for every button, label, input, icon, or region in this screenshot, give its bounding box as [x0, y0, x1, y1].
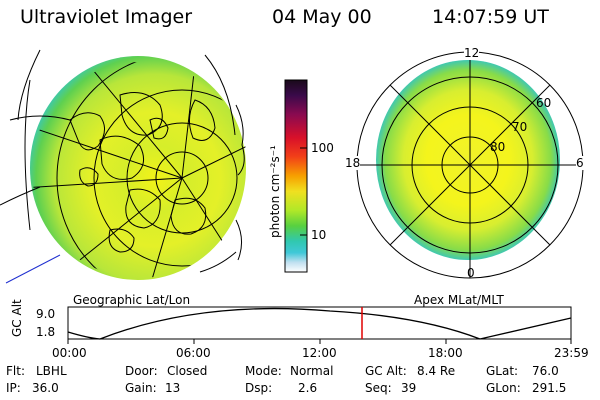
- geographic-caption: Geographic Lat/Lon: [73, 293, 191, 307]
- filter-label: Flt:: [6, 364, 25, 378]
- mlt-label-18: 18: [345, 156, 361, 170]
- filter-value: LBHL: [36, 364, 67, 378]
- altitude-xtick-4: 23:59: [554, 346, 589, 360]
- altitude-ytick-min: 1.8: [36, 325, 56, 339]
- gc-alt-value: 8.4 Re: [417, 364, 456, 378]
- glat-label: GLat:: [486, 364, 519, 378]
- gain-label: Gain:: [125, 381, 157, 395]
- door-label: Door:: [125, 364, 158, 378]
- mlt-label-6: 6: [576, 156, 584, 170]
- gain-value: 13: [165, 381, 181, 395]
- mode-value: Normal: [290, 364, 334, 378]
- mlat-label-70: 70: [512, 120, 528, 134]
- glat-value: 76.0: [532, 364, 559, 378]
- mlt-label-0: 0: [467, 266, 475, 280]
- altitude-plot: [67, 306, 572, 344]
- mode-label: Mode:: [245, 364, 282, 378]
- mlt-label-12: 12: [464, 46, 480, 60]
- instrument-title: Ultraviolet Imager: [20, 6, 193, 28]
- magnetic-caption: Apex MLat/MLT: [414, 293, 504, 307]
- colorbar-label-100: 100: [311, 141, 334, 155]
- altitude-xtick-3: 18:00: [428, 346, 463, 360]
- dsp-value: 2.6: [298, 381, 318, 395]
- ip-label: IP:: [6, 381, 21, 395]
- mlat-label-60: 60: [536, 96, 552, 110]
- magnetic-image: [356, 51, 584, 279]
- altitude-xtick-0: 00:00: [52, 346, 87, 360]
- colorbar-unit-label: photon cm⁻²s⁻¹: [268, 145, 282, 238]
- glon-label: GLon:: [486, 381, 521, 395]
- geographic-image: [0, 49, 248, 284]
- altitude-xtick-2: 12:00: [302, 346, 337, 360]
- colorbar: [284, 79, 308, 273]
- gc-alt-label: GC Alt:: [365, 364, 407, 378]
- mlat-label-80: 80: [490, 140, 506, 154]
- altitude-xtick-1: 06:00: [176, 346, 211, 360]
- glon-value: 291.5: [532, 381, 567, 395]
- observation-time: 14:07:59 UT: [432, 6, 549, 28]
- ip-value: 36.0: [32, 381, 59, 395]
- seq-value: 39: [401, 381, 417, 395]
- altitude-ylabel: GC Alt: [10, 299, 24, 337]
- altitude-ytick-max: 9.0: [36, 307, 56, 321]
- door-value: Closed: [167, 364, 208, 378]
- seq-label: Seq:: [365, 381, 392, 395]
- colorbar-label-10: 10: [311, 228, 327, 242]
- observation-date: 04 May 00: [272, 6, 372, 28]
- dsp-label: Dsp:: [245, 381, 273, 395]
